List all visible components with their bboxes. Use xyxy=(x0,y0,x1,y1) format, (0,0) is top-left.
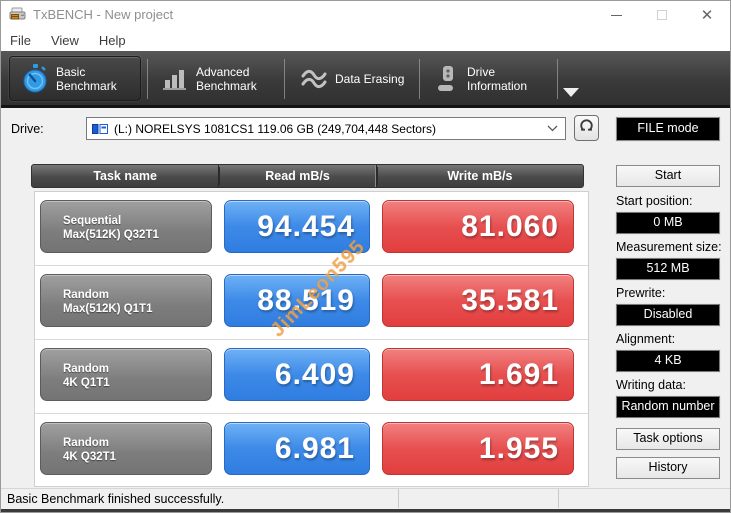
measurement-size-value[interactable]: 512 MB xyxy=(616,258,720,280)
tab-erase-line1: Data Erasing xyxy=(335,71,405,86)
window-bottom-edge xyxy=(1,509,730,512)
tab-basic-line1: Basic xyxy=(56,64,86,79)
write-result[interactable]: 1.955 xyxy=(382,422,574,475)
stopwatch-icon xyxy=(22,63,48,95)
write-result[interactable]: 81.060 xyxy=(382,200,574,253)
task-name-line2: 4K Q32T1 xyxy=(63,451,117,463)
read-result[interactable]: 94.454 xyxy=(224,200,370,253)
header-write: Write mB/s xyxy=(375,165,583,187)
prewrite-label: Prewrite: xyxy=(616,286,666,300)
refresh-drives-button[interactable] xyxy=(574,115,599,141)
menu-bar: File View Help xyxy=(1,29,730,51)
task-name-line2: 4K Q1T1 xyxy=(63,377,110,389)
prewrite-value[interactable]: Disabled xyxy=(616,304,720,326)
menu-file[interactable]: File xyxy=(10,32,31,48)
status-message: Basic Benchmark finished successfully. xyxy=(7,492,225,506)
task-name-line1: Random xyxy=(63,437,109,449)
title-bar: TxBENCH - New project ✕ xyxy=(1,1,730,29)
results-header: Task name Read mB/s Write mB/s xyxy=(31,164,584,188)
toolbar-separator xyxy=(419,59,420,99)
alignment-value[interactable]: 4 KB xyxy=(616,350,720,372)
task-name-line1: Random xyxy=(63,289,109,301)
start-button[interactable]: Start xyxy=(616,165,720,187)
start-position-label: Start position: xyxy=(616,194,693,208)
tab-advanced-line2: Benchmark xyxy=(196,78,257,93)
task-name-line1: Sequential xyxy=(63,215,122,227)
menu-help[interactable]: Help xyxy=(98,32,126,48)
read-result[interactable]: 6.981 xyxy=(224,422,370,475)
write-result[interactable]: 35.581 xyxy=(382,274,574,327)
drive-icon xyxy=(435,65,459,93)
drive-glyph-icon xyxy=(92,123,108,135)
tab-drive-information[interactable]: Drive Information xyxy=(423,56,554,101)
header-read: Read mB/s xyxy=(218,165,375,187)
file-mode-button[interactable]: FILE mode xyxy=(616,117,720,141)
chevron-down-icon xyxy=(547,125,558,132)
selected-drive-text: (L:) NORELSYS 1081CS1 119.06 GB (249,704… xyxy=(114,121,436,136)
tab-basic-benchmark-label: Basic Benchmark xyxy=(56,65,117,93)
header-task-name: Task name xyxy=(93,169,158,183)
read-result[interactable]: 88.519 xyxy=(224,274,370,327)
task-options-button[interactable]: Task options xyxy=(616,428,720,450)
status-bar: Basic Benchmark finished successfully. xyxy=(1,488,730,509)
minimize-icon xyxy=(610,14,622,16)
toolbar-separator xyxy=(147,59,148,99)
tab-drive-information-label: Drive Information xyxy=(467,65,527,93)
status-bar-divider xyxy=(558,489,559,508)
window-title: TxBENCH - New project xyxy=(33,7,174,22)
table-row: Random Max(512K) Q1T1 88.519 35.581 xyxy=(35,266,588,340)
task-button-random-4k-q1t1[interactable]: Random 4K Q1T1 xyxy=(40,348,212,401)
close-button[interactable]: ✕ xyxy=(692,4,722,26)
drive-select[interactable]: (L:) NORELSYS 1081CS1 119.06 GB (249,704… xyxy=(86,117,566,140)
table-row: Random 4K Q32T1 6.981 1.955 xyxy=(35,414,588,488)
task-button-sequential-max512k-q32t1[interactable]: Sequential Max(512K) Q32T1 xyxy=(40,200,212,253)
tab-advanced-line1: Advanced xyxy=(196,64,250,79)
writing-data-label: Writing data: xyxy=(616,378,686,392)
drive-label: Drive: xyxy=(11,122,44,136)
task-button-random-4k-q32t1[interactable]: Random 4K Q32T1 xyxy=(40,422,212,475)
alignment-label: Alignment: xyxy=(616,332,676,346)
refresh-icon xyxy=(579,118,594,138)
close-icon: ✕ xyxy=(700,6,714,24)
task-name-line1: Random xyxy=(63,363,109,375)
maximize-button[interactable] xyxy=(647,4,677,26)
tab-basic-line2: Benchmark xyxy=(56,78,117,93)
toolbar-separator xyxy=(557,59,558,99)
tab-advanced-benchmark[interactable]: Advanced Benchmark xyxy=(151,56,281,101)
menu-view[interactable]: View xyxy=(50,32,79,48)
table-row: Sequential Max(512K) Q32T1 94.454 81.060 xyxy=(35,192,588,266)
minimize-button[interactable] xyxy=(601,4,631,26)
toolbar-separator xyxy=(284,59,285,99)
app-icon xyxy=(9,7,27,28)
task-name-line2: Max(512K) Q1T1 xyxy=(63,303,153,315)
tab-basic-benchmark[interactable]: Basic Benchmark xyxy=(9,56,141,101)
erase-waves-icon xyxy=(301,68,327,90)
tab-drive-line2: Information xyxy=(467,78,528,93)
start-position-value[interactable]: 0 MB xyxy=(616,212,720,234)
table-row: Random 4K Q1T1 6.409 1.691 xyxy=(35,340,588,414)
read-result[interactable]: 6.409 xyxy=(224,348,370,401)
writing-data-value[interactable]: Random number xyxy=(616,396,720,418)
status-bar-divider xyxy=(398,489,399,508)
history-button[interactable]: History xyxy=(616,457,720,479)
measurement-size-label: Measurement size: xyxy=(616,240,722,254)
tab-advanced-benchmark-label: Advanced Benchmark xyxy=(196,65,257,93)
task-button-random-max512k-q1t1[interactable]: Random Max(512K) Q1T1 xyxy=(40,274,212,327)
toolbar-overflow-arrow-icon[interactable] xyxy=(563,88,579,97)
write-result[interactable]: 1.691 xyxy=(382,348,574,401)
tab-data-erasing[interactable]: Data Erasing xyxy=(289,56,417,101)
bar-chart-icon xyxy=(163,67,188,91)
tab-drive-line1: Drive xyxy=(467,64,496,79)
tab-data-erasing-label: Data Erasing xyxy=(335,72,404,86)
task-name-line2: Max(512K) Q32T1 xyxy=(63,229,159,241)
maximize-icon xyxy=(657,10,667,20)
results-panel: Sequential Max(512K) Q32T1 94.454 81.060… xyxy=(34,191,589,487)
